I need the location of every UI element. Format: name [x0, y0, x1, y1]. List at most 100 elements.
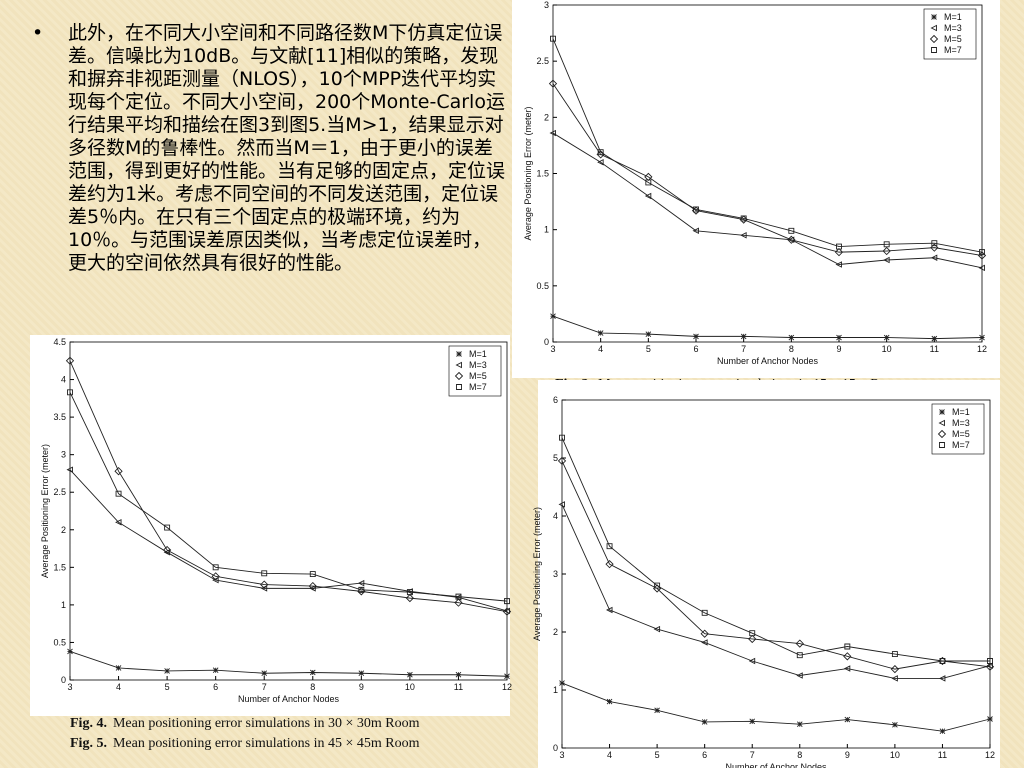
y-axis-label: Average Positioning Error (meter): [532, 507, 542, 641]
data-point: [550, 35, 556, 42]
data-point: [645, 331, 652, 337]
legend-marker: [938, 419, 945, 427]
data-point: [455, 593, 462, 600]
data-point: [66, 466, 73, 473]
x-tick-label: 11: [938, 750, 947, 760]
y-tick-label: 1: [61, 600, 66, 610]
data-point: [211, 572, 220, 581]
legend-label: M=1: [944, 12, 962, 22]
data-point: [891, 651, 898, 657]
data-point: [654, 707, 660, 714]
legend-label: M=3: [952, 418, 970, 428]
series-line: [552, 38, 983, 253]
y-tick-label: 2.5: [53, 487, 66, 497]
y-tick-label: 0: [61, 675, 66, 685]
y-tick-label: 4: [553, 511, 558, 521]
data-point: [606, 543, 613, 550]
y-tick-label: 2: [61, 525, 66, 535]
data-point: [883, 256, 890, 264]
x-tick-label: 6: [693, 344, 698, 354]
data-point: [748, 657, 756, 665]
data-point: [938, 675, 946, 682]
data-point: [843, 665, 851, 672]
bullet-marker: •: [32, 22, 44, 44]
data-point: [406, 589, 413, 596]
legend-label: M=7: [944, 45, 962, 55]
data-point: [701, 639, 708, 646]
caption: Mean positioning error simulations in 30…: [113, 716, 420, 731]
plot-frame: [69, 341, 508, 681]
data-point: [212, 667, 219, 674]
paragraph: 此外，在不同大小空间和不同路径数M下仿真定位误差。信噪比为10dB。与文献[11…: [68, 22, 506, 274]
data-point: [597, 330, 604, 336]
x-tick-label: 10: [882, 344, 892, 354]
data-point: [261, 670, 268, 677]
data-point: [597, 149, 604, 156]
data-point: [740, 333, 747, 340]
x-tick-label: 10: [890, 750, 900, 760]
data-point: [931, 335, 938, 342]
data-point: [796, 672, 803, 679]
x-tick-label: 9: [845, 750, 850, 760]
data-point: [260, 585, 268, 592]
data-point: [788, 334, 795, 341]
data-point: [843, 652, 852, 661]
data-point: [357, 579, 365, 587]
x-tick-label: 8: [310, 682, 315, 692]
data-point: [979, 249, 985, 256]
x-tick-label: 5: [655, 750, 660, 760]
data-point: [749, 718, 756, 725]
legend-label: M=7: [469, 382, 487, 392]
x-tick-label: 3: [550, 344, 555, 354]
data-point: [883, 334, 890, 341]
data-point: [890, 664, 900, 674]
x-tick-label: 3: [67, 682, 72, 692]
y-tick-label: 2.5: [536, 56, 549, 66]
data-point: [693, 333, 699, 340]
y-tick-label: 1: [544, 225, 549, 235]
data-point: [939, 658, 946, 664]
data-point: [749, 630, 756, 637]
data-point: [212, 564, 219, 571]
data-point: [693, 206, 699, 213]
y-tick-label: 3: [544, 0, 549, 10]
x-tick-label: 7: [741, 344, 746, 354]
data-point: [115, 490, 122, 497]
data-point: [162, 545, 172, 555]
data-point: [115, 519, 122, 526]
x-tick-label: 11: [930, 344, 939, 354]
data-point: [558, 501, 565, 508]
x-tick-label: 4: [607, 750, 612, 760]
data-point: [892, 721, 898, 728]
x-tick-label: 6: [702, 750, 707, 760]
x-tick-label: 11: [454, 682, 463, 692]
data-point: [164, 668, 170, 674]
legend-marker: [456, 351, 462, 357]
chart-background: [30, 335, 510, 716]
y-tick-label: 1: [553, 685, 558, 695]
data-point: [987, 716, 993, 722]
data-point: [407, 671, 413, 678]
series-line: [561, 682, 991, 732]
x-tick-label: 6: [213, 682, 218, 692]
x-tick-label: 4: [116, 682, 121, 692]
x-tick-label: 12: [502, 682, 512, 692]
data-point: [405, 593, 415, 603]
y-tick-label: 2: [553, 627, 558, 637]
data-point: [883, 241, 890, 248]
data-point: [606, 606, 613, 614]
y-tick-label: 3.5: [53, 412, 66, 422]
legend-marker: [455, 361, 462, 369]
x-tick-label: 12: [985, 750, 995, 760]
data-point: [454, 598, 463, 607]
data-point: [795, 639, 804, 648]
data-point: [559, 680, 565, 686]
x-tick-label: 9: [836, 344, 841, 354]
y-tick-label: 4: [61, 375, 66, 385]
chart-background: [512, 0, 1000, 378]
data-point: [260, 580, 269, 589]
legend-label: M=3: [469, 360, 487, 370]
series-line: [69, 651, 508, 677]
caption: Mean positioning error simulations in 45…: [113, 736, 420, 751]
